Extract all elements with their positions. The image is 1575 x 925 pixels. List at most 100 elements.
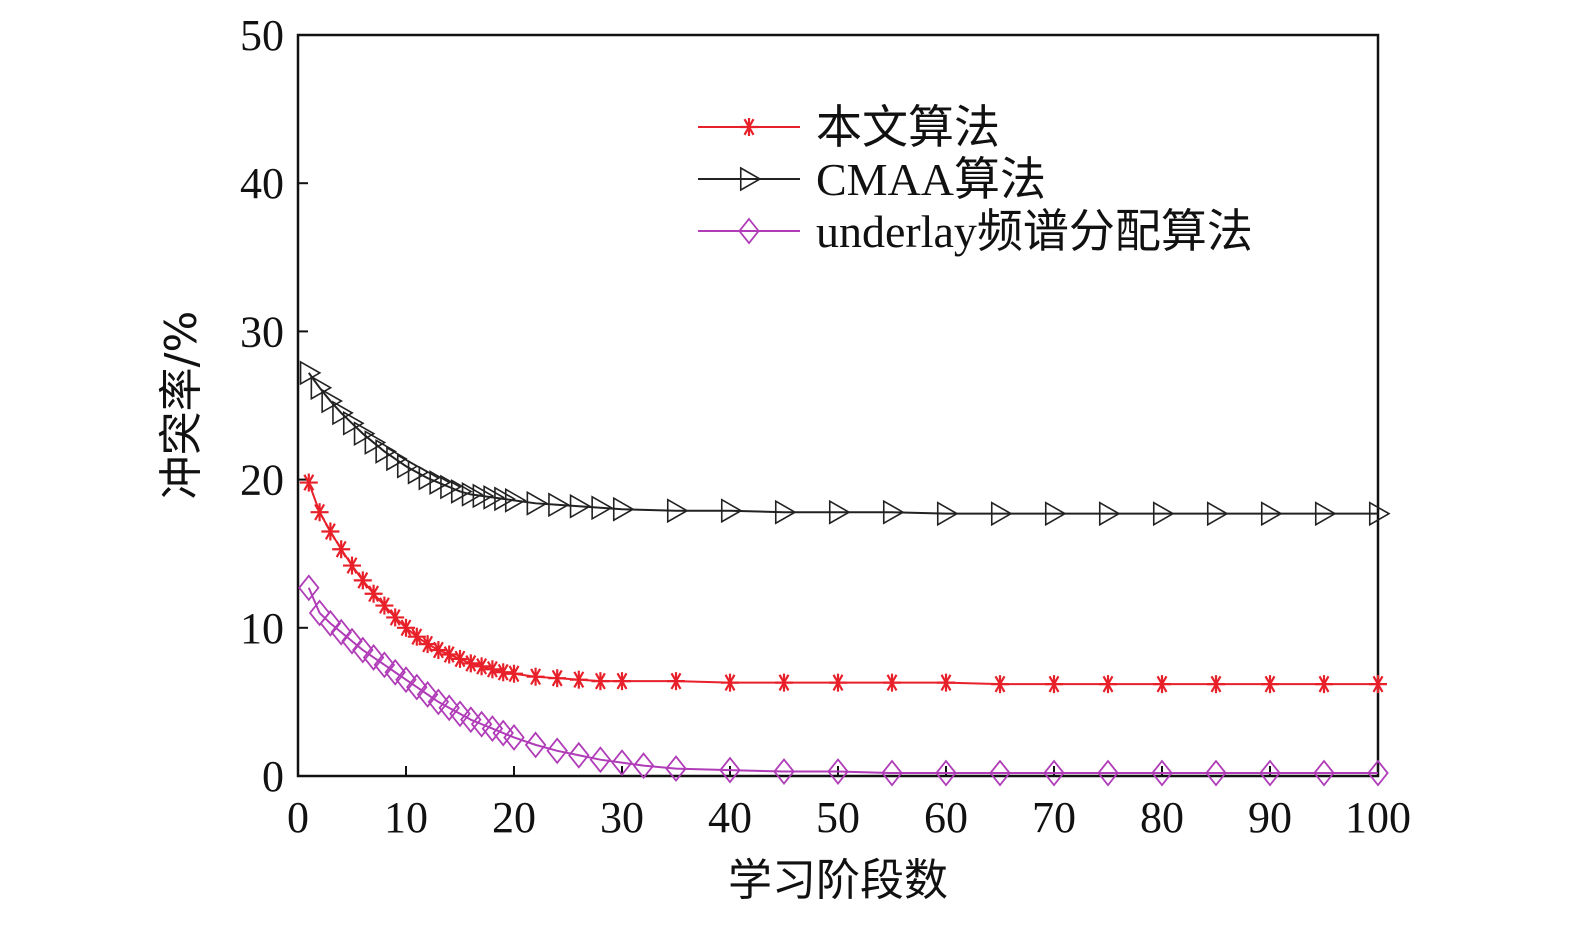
legend-item: CMAA算法	[698, 154, 1046, 205]
data-point	[591, 672, 610, 691]
data-point	[342, 410, 365, 436]
legend-item: underlay频谱分配算法	[698, 206, 1253, 257]
x-tick-label: 60	[924, 793, 968, 842]
data-point	[526, 490, 549, 516]
data-point	[492, 719, 514, 747]
x-tick-label: 100	[1345, 793, 1411, 842]
data-point	[721, 673, 739, 692]
data-point	[1098, 501, 1121, 527]
x-tick-label: 90	[1248, 793, 1292, 842]
data-point	[1206, 501, 1229, 527]
data-point	[332, 540, 351, 559]
data-point	[364, 430, 387, 455]
data-point	[343, 556, 361, 575]
data-point	[481, 715, 504, 743]
data-point	[1313, 759, 1335, 787]
data-point	[321, 522, 340, 541]
data-point	[396, 453, 419, 479]
data-point	[460, 706, 482, 734]
data-point	[341, 627, 363, 655]
data-point	[666, 498, 689, 524]
data-point	[395, 666, 417, 694]
data-point	[321, 388, 344, 414]
data-point	[740, 118, 758, 136]
series-1	[299, 360, 1391, 527]
data-point	[991, 675, 1009, 694]
data-point	[568, 741, 590, 769]
legend-label: 本文算法	[816, 102, 1000, 153]
data-point	[416, 681, 439, 708]
data-point	[1097, 759, 1119, 787]
data-point	[1205, 759, 1227, 787]
data-point	[450, 479, 473, 504]
y-tick-label: 0	[262, 752, 284, 801]
data-point	[449, 700, 471, 728]
data-point	[451, 649, 469, 668]
data-point	[461, 482, 484, 507]
data-point	[827, 758, 849, 785]
data-point	[364, 584, 383, 603]
data-point	[589, 746, 612, 774]
data-point	[569, 670, 588, 689]
y-tick-label: 40	[240, 159, 284, 208]
data-point	[1315, 675, 1333, 694]
data-point	[438, 694, 460, 722]
data-point	[494, 486, 516, 512]
data-point	[990, 501, 1013, 527]
data-point	[397, 618, 415, 637]
series-line	[307, 372, 1378, 515]
data-point	[440, 645, 459, 664]
data-point	[632, 752, 655, 780]
data-point	[406, 673, 428, 701]
data-point	[883, 673, 901, 692]
data-point	[483, 485, 506, 510]
data-point	[427, 688, 450, 716]
data-point	[418, 465, 441, 491]
x-tick-label: 30	[600, 793, 644, 842]
data-point	[613, 672, 631, 691]
data-point	[546, 737, 568, 765]
legend-label: underlay频谱分配算法	[816, 206, 1253, 257]
data-point	[667, 672, 685, 691]
data-point	[720, 498, 743, 524]
data-point	[1259, 759, 1281, 787]
data-point	[569, 493, 592, 519]
data-point	[774, 499, 797, 525]
data-point	[332, 400, 354, 426]
data-point	[1044, 501, 1067, 527]
data-point	[299, 473, 318, 492]
data-point	[1261, 675, 1279, 694]
y-tick-label: 10	[240, 604, 284, 653]
x-tick-label: 20	[492, 793, 536, 842]
data-point	[611, 749, 633, 777]
data-point	[548, 669, 567, 688]
data-point	[1368, 501, 1391, 527]
data-point	[548, 492, 570, 518]
data-point	[612, 496, 635, 522]
data-point	[504, 487, 527, 513]
data-point	[505, 664, 523, 683]
data-point	[829, 673, 847, 692]
series-0	[299, 473, 1387, 694]
data-point	[1152, 501, 1175, 527]
y-tick-label: 20	[240, 456, 284, 505]
data-point	[362, 643, 385, 671]
data-point	[1045, 675, 1063, 694]
data-point	[353, 421, 376, 447]
data-point	[1099, 675, 1117, 694]
data-point	[503, 724, 525, 751]
data-point	[989, 759, 1011, 787]
series-2	[298, 574, 1389, 787]
x-tick-label: 0	[287, 793, 309, 842]
data-point	[738, 217, 760, 245]
data-point	[936, 501, 959, 527]
data-point	[298, 574, 320, 602]
data-point	[1314, 501, 1337, 527]
data-point	[310, 503, 329, 522]
data-point	[1207, 675, 1225, 694]
data-point	[665, 755, 687, 783]
x-tick-label: 10	[384, 793, 428, 842]
data-point	[483, 660, 502, 679]
